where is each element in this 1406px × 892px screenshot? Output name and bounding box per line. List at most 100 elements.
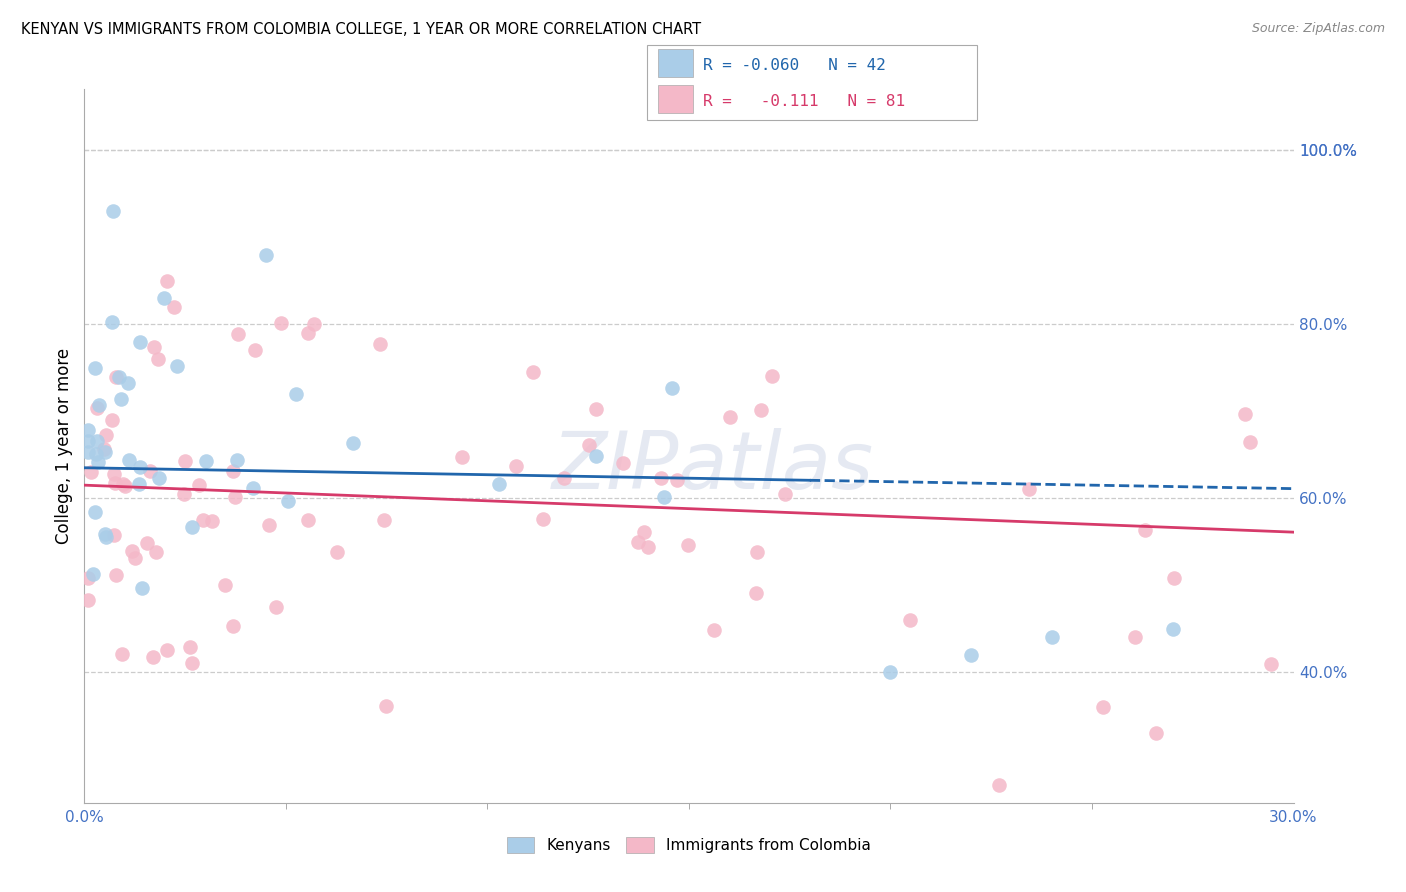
Point [86, 434, 108, 448]
Point [77, 444, 100, 458]
Point [578, 438, 600, 452]
Point [117, 376, 139, 390]
Point [145, 545, 167, 559]
Point [101, 413, 124, 427]
Point [1092, 700, 1115, 714]
Point [1133, 523, 1156, 537]
Point [111, 476, 134, 491]
Point [1239, 435, 1261, 450]
Point [612, 456, 634, 470]
Point [146, 351, 169, 366]
Point [155, 643, 177, 657]
Point [94, 526, 117, 541]
Point [627, 535, 650, 549]
Point [522, 365, 544, 379]
Point [156, 275, 179, 289]
Y-axis label: College, 1 year or more: College, 1 year or more [55, 348, 73, 544]
Point [326, 544, 349, 558]
Point [297, 326, 319, 340]
Point [488, 477, 510, 491]
Point [87, 455, 110, 469]
Point [1018, 483, 1040, 497]
Point [1161, 622, 1184, 636]
Point [297, 513, 319, 527]
Point [77, 570, 100, 584]
Point [103, 467, 125, 481]
Point [86, 447, 108, 461]
Text: Source: ZipAtlas.com: Source: ZipAtlas.com [1251, 22, 1385, 36]
Point [179, 640, 201, 654]
Text: R =   -0.111   N = 81: R = -0.111 N = 81 [703, 94, 905, 109]
Point [114, 478, 136, 492]
Point [94, 427, 117, 442]
Point [173, 454, 195, 468]
Point [1125, 631, 1147, 645]
Point [773, 487, 796, 501]
Point [1233, 407, 1256, 421]
Point [302, 317, 325, 331]
Point [718, 409, 741, 424]
Point [277, 494, 299, 508]
Point [124, 550, 146, 565]
Point [181, 519, 204, 533]
Point [87, 398, 110, 412]
Point [226, 326, 249, 341]
Point [121, 544, 143, 558]
Point [221, 619, 243, 633]
Point [703, 623, 725, 637]
Point [637, 540, 659, 554]
Point [93, 442, 115, 457]
Point [745, 586, 768, 600]
Point [101, 316, 124, 330]
Point [650, 471, 672, 485]
Point [80, 465, 103, 479]
Point [1040, 631, 1063, 645]
Point [104, 476, 127, 491]
Point [128, 334, 150, 349]
Text: ZIPatlas: ZIPatlas [553, 428, 875, 507]
Point [879, 665, 901, 680]
Point [665, 473, 688, 487]
Point [373, 513, 395, 527]
Point [83, 505, 105, 519]
Point [761, 368, 783, 383]
Point [148, 471, 170, 485]
Point [188, 478, 211, 492]
Point [222, 464, 245, 478]
Point [142, 650, 165, 665]
Point [129, 460, 152, 475]
Point [181, 657, 204, 671]
Point [264, 600, 287, 615]
Point [96, 530, 118, 544]
Point [139, 464, 162, 478]
Point [201, 514, 224, 528]
Point [257, 518, 280, 533]
Point [214, 578, 236, 592]
Point [531, 511, 554, 525]
Point [374, 698, 396, 713]
Point [987, 778, 1010, 792]
Point [107, 370, 129, 384]
Point [77, 593, 100, 607]
Point [82, 566, 104, 581]
Point [77, 434, 100, 449]
Point [142, 340, 165, 354]
Point [585, 449, 607, 463]
Point [898, 613, 921, 627]
Point [105, 567, 128, 582]
Point [111, 648, 134, 662]
Point [83, 360, 105, 375]
Point [86, 401, 108, 416]
Point [242, 481, 264, 495]
Point [153, 291, 176, 305]
Point [270, 316, 292, 330]
Point [173, 486, 195, 500]
Point [191, 513, 214, 527]
Point [224, 490, 246, 504]
Point [749, 403, 772, 417]
Point [101, 204, 124, 219]
Point [128, 477, 150, 491]
Text: KENYAN VS IMMIGRANTS FROM COLOMBIA COLLEGE, 1 YEAR OR MORE CORRELATION CHART: KENYAN VS IMMIGRANTS FROM COLOMBIA COLLE… [21, 22, 702, 37]
Point [194, 454, 217, 468]
Point [135, 536, 157, 550]
